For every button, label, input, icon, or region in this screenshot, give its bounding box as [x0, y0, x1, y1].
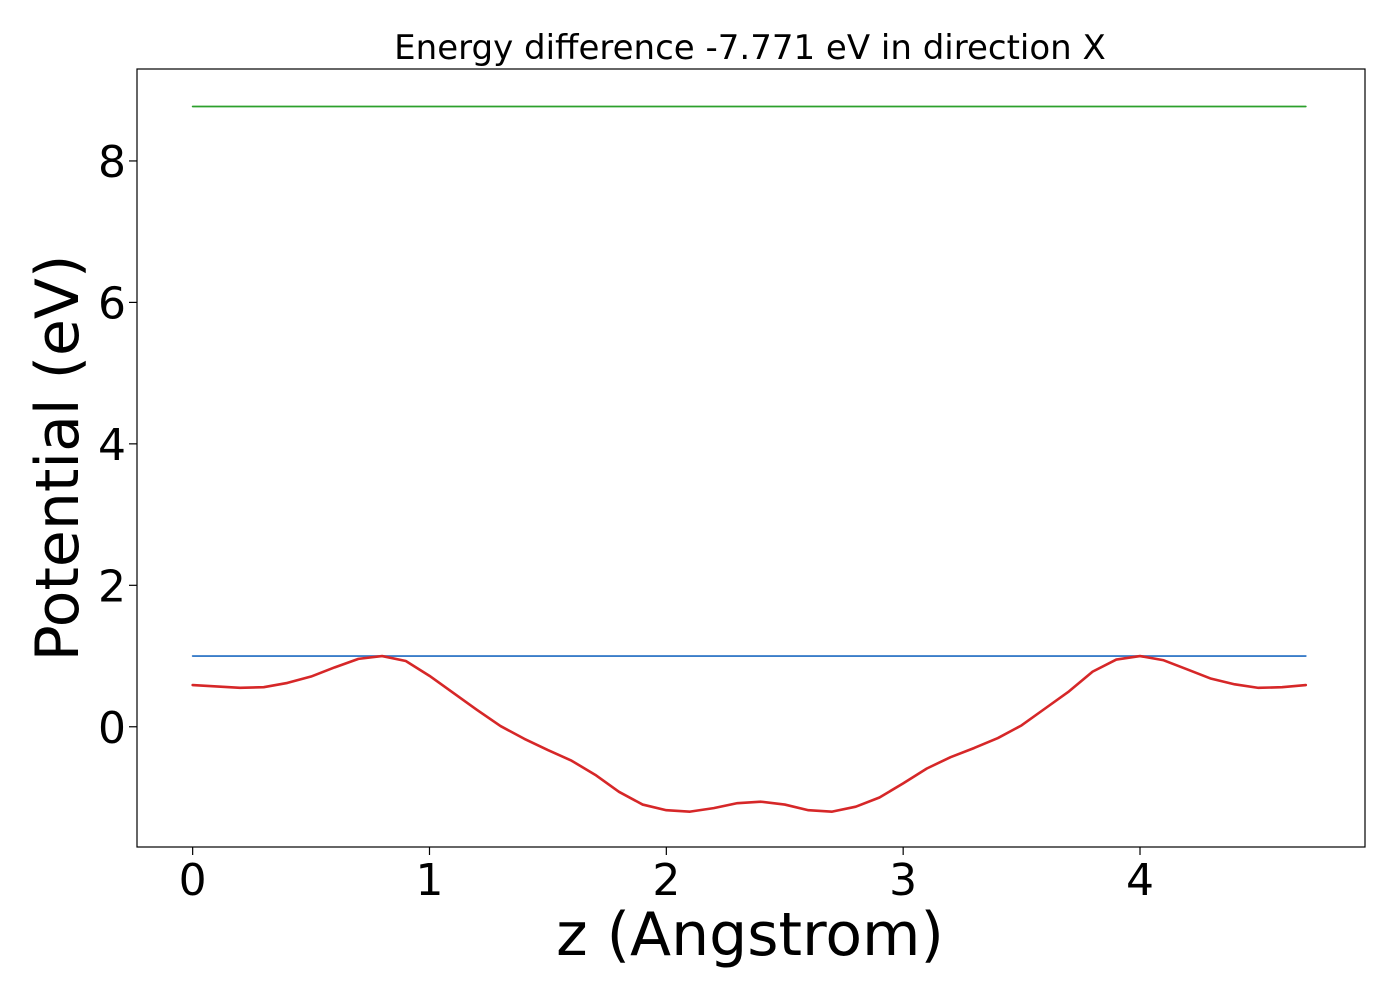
- x-tick-label-1: 1: [415, 855, 443, 906]
- x-tick-label-4: 4: [1126, 855, 1154, 906]
- series-layer: [191, 105, 1308, 813]
- chart-title: Energy difference -7.771 eV in direction…: [394, 28, 1106, 68]
- x-axis-ticks: 0 1 2 3 4: [179, 847, 1154, 906]
- y-tick-label-4: 8: [98, 137, 126, 188]
- y-tick-label-0: 0: [98, 703, 126, 754]
- y-tick-label-3: 6: [98, 278, 126, 329]
- x-tick-label-2: 2: [652, 855, 680, 906]
- x-tick-label-3: 3: [889, 855, 917, 906]
- x-tick-label-0: 0: [179, 855, 207, 906]
- y-tick-label-1: 2: [98, 561, 126, 612]
- y-axis-ticks: 0 2 4 6 8: [98, 137, 137, 754]
- x-axis-label: z (Angstrom): [556, 900, 944, 970]
- series-line-3: [191, 654, 1308, 813]
- plot-area-frame: [136, 68, 1366, 848]
- y-axis-label: Potential (eV): [23, 255, 93, 662]
- y-tick-label-2: 4: [98, 420, 126, 471]
